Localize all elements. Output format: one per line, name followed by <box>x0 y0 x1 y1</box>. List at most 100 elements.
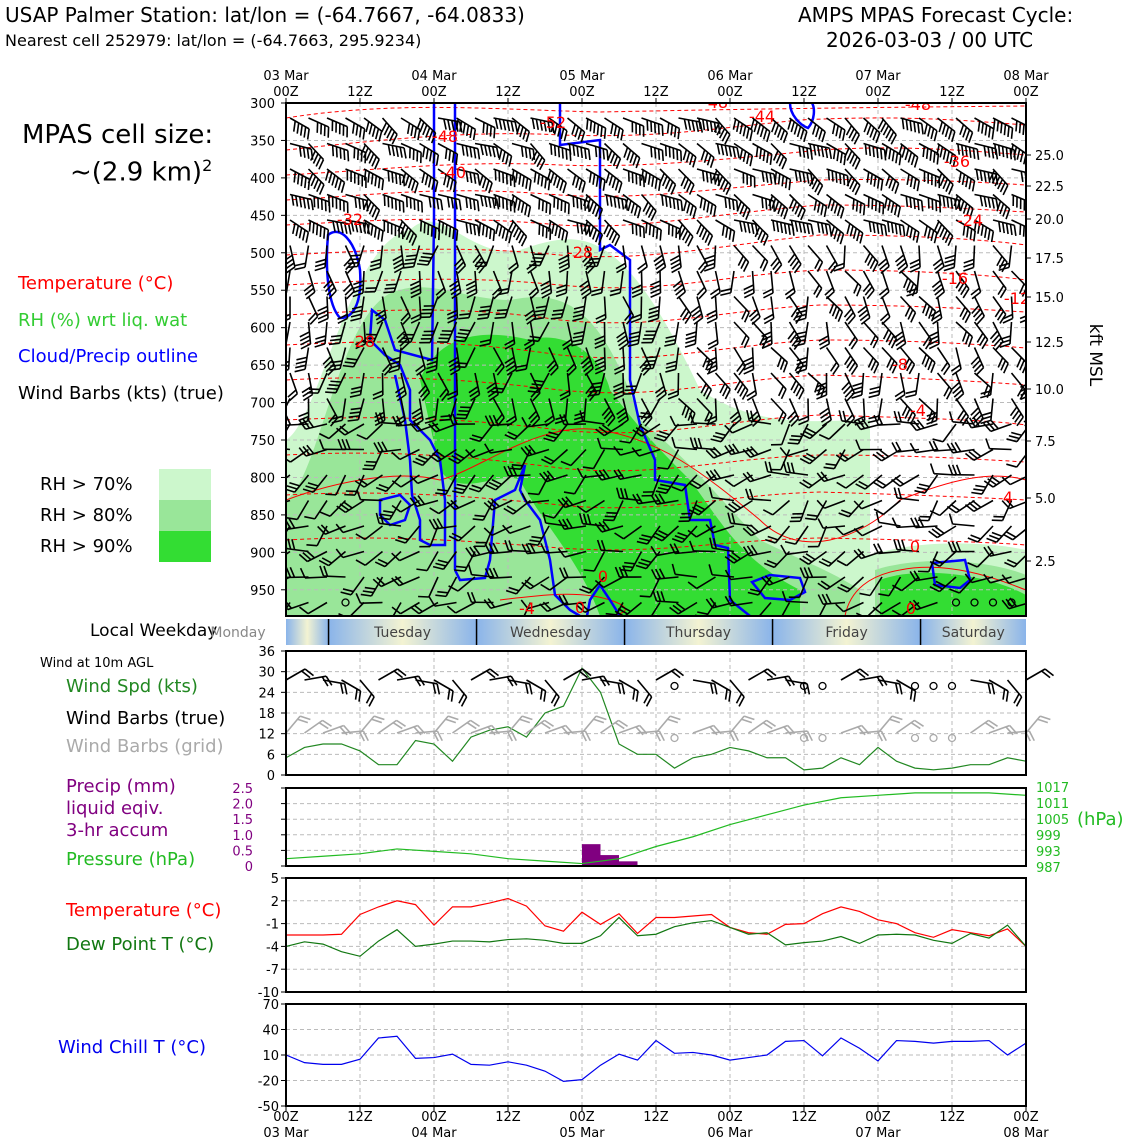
barb-feather <box>617 415 628 423</box>
barb-feather <box>968 502 978 510</box>
barb-feather <box>329 338 341 342</box>
barb-staff <box>564 550 587 558</box>
barb-feather <box>705 598 714 609</box>
barb-feather <box>554 225 559 237</box>
barb-feather <box>987 478 997 486</box>
barb-feather <box>720 291 731 297</box>
barb-feather <box>762 150 766 162</box>
wind-barb <box>493 117 519 133</box>
wind-spd-legend: Wind Spd (kts) <box>66 676 198 697</box>
wind-barb <box>483 598 513 609</box>
grid-wind-barb <box>748 719 776 734</box>
wind-barb <box>409 495 439 508</box>
barb-feather <box>618 338 628 347</box>
barb-feather <box>313 196 316 208</box>
barb-feather <box>1000 335 1011 341</box>
barb-feather <box>555 292 567 298</box>
barb-feather <box>746 173 749 185</box>
barb-feather <box>478 222 482 234</box>
grid-wind-barb <box>304 719 332 734</box>
barb-feather <box>349 411 361 415</box>
wind-barb <box>566 117 586 143</box>
wind-barb <box>798 398 810 426</box>
barb-feather <box>1015 120 1018 132</box>
barb-feather <box>896 342 907 351</box>
barb-feather <box>471 484 483 490</box>
barb-feather <box>454 452 465 460</box>
wind-barb <box>672 270 686 300</box>
wind-barb <box>859 576 883 597</box>
barb-feather <box>437 559 449 564</box>
barb-feather <box>790 462 795 474</box>
barb-feather <box>378 412 384 424</box>
barb-feather <box>436 518 444 529</box>
barb-feather <box>391 134 398 145</box>
barb-staff <box>286 423 291 444</box>
wind-barb <box>307 296 319 325</box>
calm-circle <box>670 733 679 743</box>
barb-feather <box>352 288 364 294</box>
barb-feather <box>565 496 574 506</box>
wind-barb <box>558 245 570 273</box>
barb-feather <box>691 506 703 513</box>
wind-barb <box>929 576 957 593</box>
barb-feather <box>1030 121 1038 132</box>
barb-feather <box>524 579 535 588</box>
wind-barb <box>454 245 467 274</box>
barb-feather <box>481 224 485 236</box>
wind-barb <box>497 270 513 296</box>
barb-feather <box>732 231 736 242</box>
weekday-label: Thursday <box>665 625 731 641</box>
barb-feather <box>380 230 384 242</box>
wind-barb <box>524 296 537 325</box>
wind-barb <box>720 270 735 297</box>
barb-feather <box>780 388 787 400</box>
barb-feather <box>422 146 426 158</box>
wind-barb <box>494 296 513 319</box>
barb-feather <box>622 565 634 569</box>
barb-feather <box>999 203 1005 215</box>
barb-feather <box>492 542 499 554</box>
wind-barb <box>323 270 337 300</box>
barb-feather <box>814 182 821 193</box>
barb-feather <box>824 147 829 159</box>
wind-barb <box>900 219 920 243</box>
barb-feather <box>495 198 500 210</box>
barb-feather <box>644 359 656 363</box>
wind-barb <box>437 168 457 193</box>
grid-wind-barb <box>1007 730 1035 742</box>
barb-feather <box>317 197 320 209</box>
barb-staff <box>861 525 883 537</box>
barb-feather <box>971 448 982 457</box>
barb-feather <box>488 145 492 157</box>
barb-feather <box>638 124 641 136</box>
barb-feather <box>975 484 987 488</box>
y2-tick-label: 12.5 <box>1035 336 1064 351</box>
barb-feather <box>964 503 975 512</box>
barb-feather <box>980 419 992 425</box>
barb-feather <box>823 466 835 470</box>
barb-feather <box>364 290 376 293</box>
barb-feather <box>413 127 418 139</box>
barb-feather <box>557 227 562 239</box>
wind-barb <box>855 474 883 490</box>
barb-feather <box>400 223 406 235</box>
barb-feather <box>1041 670 1051 679</box>
barb-feather <box>879 261 889 271</box>
barb-feather <box>821 558 832 565</box>
barb-feather <box>353 280 364 286</box>
barb-feather <box>651 175 655 187</box>
barb-feather <box>391 480 402 488</box>
barb-staff <box>846 550 865 567</box>
barb-feather <box>324 200 327 212</box>
temperature-label: -4 <box>910 401 926 420</box>
wind-barb <box>622 142 641 169</box>
barb-feather <box>928 335 939 342</box>
barb-feather <box>447 715 459 721</box>
barb-feather <box>330 380 342 383</box>
barb-feather <box>627 342 639 347</box>
barb-feather <box>543 690 547 702</box>
barb-feather <box>572 196 575 208</box>
barb-feather <box>335 198 338 209</box>
barb-feather <box>434 181 439 193</box>
